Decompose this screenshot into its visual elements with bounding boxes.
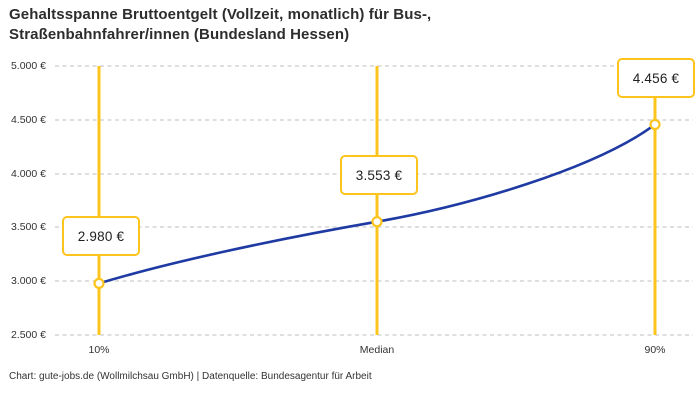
data-point-marker-90 [649, 118, 661, 131]
y-tick-5000: 5.000 € [10, 60, 46, 72]
y-tick-4500: 4.500 € [10, 114, 46, 126]
data-point-markers [93, 118, 661, 289]
y-tick-2500: 2.500 € [10, 329, 46, 341]
chart-title-line1: Gehaltsspanne Bruttoentgelt (Vollzeit, m… [9, 6, 432, 23]
data-point-marker-median [371, 216, 383, 228]
y-tick-4000: 4.000 € [10, 168, 46, 180]
data-point-marker-10 [93, 277, 105, 289]
value-label-90-percent: 4.456 € [617, 58, 695, 98]
value-label-10-percent: 2.980 € [62, 216, 140, 256]
gridlines [55, 65, 693, 336]
x-tick-median: Median [359, 344, 395, 356]
x-tick-90-percent: 90% [644, 344, 666, 356]
chart-source: Chart: gute-jobs.de (Wollmilchsau GmbH) … [9, 371, 372, 382]
value-label-median: 3.553 € [340, 155, 418, 195]
y-tick-3500: 3.500 € [10, 221, 46, 233]
chart-title-line2: Straßenbahnfahrer/innen (Bundesland Hess… [9, 25, 350, 43]
x-tick-10-percent: 10% [88, 344, 110, 356]
y-tick-3000: 3.000 € [10, 275, 46, 287]
percentile-lines [97, 66, 657, 335]
chart-title: Gehaltsspanne Bruttoentgelt (Vollzeit, m… [9, 5, 431, 44]
